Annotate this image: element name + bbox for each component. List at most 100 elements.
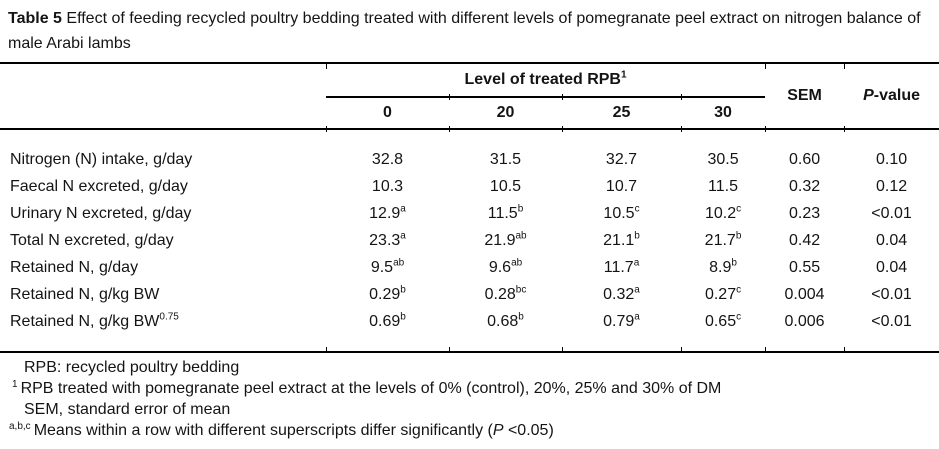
pvalue-cell: 0.12 [875,177,908,195]
header-p-value: P-value [844,63,939,130]
row-label: Retained N, g/kg BW0.75 [10,311,179,330]
header-sem: SEM [765,63,845,130]
sem-cell: 0.006 [784,312,825,330]
rule-tick [562,126,563,132]
rule-tick [449,126,450,132]
rule-tick [765,126,766,132]
footnote-superscripts: a,b,c Means within a row with different s… [0,420,939,441]
rule-tick [844,347,845,353]
value-cell: 11.5 [708,177,738,195]
value-cell: 12.9a [369,203,406,222]
value-cell: 23.3a [369,230,406,249]
footnote-marker-abc: a,b,c [9,420,31,432]
rule-tick [681,347,682,353]
value-cell: 21.9ab [484,230,527,249]
pvalue-cell: <0.01 [871,285,912,303]
footnote-treatment-levels: 1 RPB treated with pomegranate peel extra… [0,378,939,399]
value-cell: 0.29b [369,284,406,303]
rule-tick [765,347,766,353]
value-cell: 9.5ab [370,257,405,276]
value-cell: 0.28bc [484,284,527,303]
row-label: Nitrogen (N) intake, g/day [10,150,193,168]
sem-cell: 0.55 [788,258,821,276]
value-cell: 0.68b [487,311,524,330]
value-cell: 31.5 [489,150,522,168]
table-wrapper: Level of treated RPB1 SEM P-value 0 20 2… [0,62,939,353]
value-cell: 32.8 [371,150,404,168]
table-row: Faecal N excreted, g/day 10.3 10.5 10.7 11.5… [0,173,939,200]
group-header-level-of-treated-rpb: Level of treated RPB1 [326,63,766,98]
table-row: Total N excreted, g/day 23.3a 21.9ab 21.1b 2… [0,227,939,254]
value-cell: 21.1b [603,230,640,249]
sem-cell: 0.23 [788,204,821,222]
footnote-sem: SEM, standard error of mean [24,401,231,418]
table-header-row-1: Level of treated RPB1 SEM P-value [0,63,939,130]
pvalue-cell: 0.04 [875,258,908,276]
value-cell: 10.5 [489,177,522,195]
sem-cell: 0.32 [788,177,821,195]
footnote-rpb: RPB: recycled poultry bedding [24,359,240,376]
value-cell: 11.7a [603,257,640,276]
table-header-row-2: 0 20 25 30 [0,97,939,130]
table-caption-text: Effect of feeding recycled poultry beddi… [8,10,921,52]
row-label: Retained N, g/day [10,258,139,276]
value-cell: 10.3 [371,177,404,195]
row-label: Faecal N excreted, g/day [10,177,188,195]
table-row: Retained N, g/kg BW 0.29b 0.28bc 0.32a 0.27c… [0,281,939,308]
value-cell: 10.7 [605,177,638,195]
value-cell: 11.5b [487,203,524,222]
sem-cell: 0.42 [788,231,821,249]
table-row: Urinary N excreted, g/day 12.9a 11.5b 10.5c… [0,200,939,227]
footnote-superscripts-post: <0.05) [503,422,554,439]
rule-tick [681,126,682,132]
value-cell: 10.5c [603,203,640,222]
value-cell: 8.9b [709,257,737,276]
value-cell: 0.65c [704,311,742,330]
rule-tick [449,347,450,353]
row-label: Total N excreted, g/day [10,231,174,249]
rule-tick [449,94,450,100]
header-level-0: 0 [326,97,449,130]
table-caption: Table 5 Effect of feeding recycled poult… [0,0,939,56]
pvalue-cell: 0.10 [875,150,908,168]
pvalue-cell: <0.01 [871,204,912,222]
value-cell: 30.5 [707,150,739,168]
group-header-label: Level of treated RPB [464,71,621,88]
footnotes: RPB: recycled poultry bedding 1 RPB treat… [0,357,939,441]
header-spacer [0,63,326,97]
value-cell: 0.69b [369,311,406,330]
footnote-p-italic: P [492,422,504,439]
table-row: Nitrogen (N) intake, g/day 32.8 31.5 32.7 30… [0,129,939,173]
footnote-superscripts-pre: Means within a row with different supers… [33,422,493,439]
table-number: Table 5 [8,10,62,27]
row-label: Urinary N excreted, g/day [10,204,192,222]
p-value-rest: -value [873,87,920,104]
value-cell: 32.7 [605,150,638,168]
value-cell: 21.7b [704,230,742,249]
sem-cell: 0.60 [788,150,821,168]
table-body: Nitrogen (N) intake, g/day 32.8 31.5 32.7 30… [0,129,939,352]
pvalue-cell: 0.04 [875,231,908,249]
rule-tick [562,94,563,100]
rule-tick [844,63,845,69]
rule-tick [326,126,327,132]
nitrogen-balance-table: Level of treated RPB1 SEM P-value 0 20 2… [0,62,939,353]
pvalue-cell: <0.01 [871,312,912,330]
sem-cell: 0.004 [784,285,825,303]
footnote-treatment-levels-text: RPB treated with pomegranate peel extrac… [20,380,722,397]
p-italic: P [863,87,874,104]
rule-tick [765,63,766,69]
value-cell: 10.2c [704,203,742,222]
header-level-30: 30 [681,97,766,130]
rule-tick [326,63,327,69]
footnote-marker-1: 1 [12,378,18,390]
value-cell: 0.79a [603,311,640,330]
row-label: Retained N, g/kg BW [10,285,160,303]
value-cell: 0.32a [603,284,640,303]
header-spacer-2 [0,97,326,130]
table-row: Retained N, g/day 9.5ab 9.6ab 11.7a 8.9b 0.55… [0,254,939,281]
rule-tick [326,347,327,353]
group-header-footnote-marker: 1 [620,69,627,81]
value-cell: 9.6ab [488,257,523,276]
